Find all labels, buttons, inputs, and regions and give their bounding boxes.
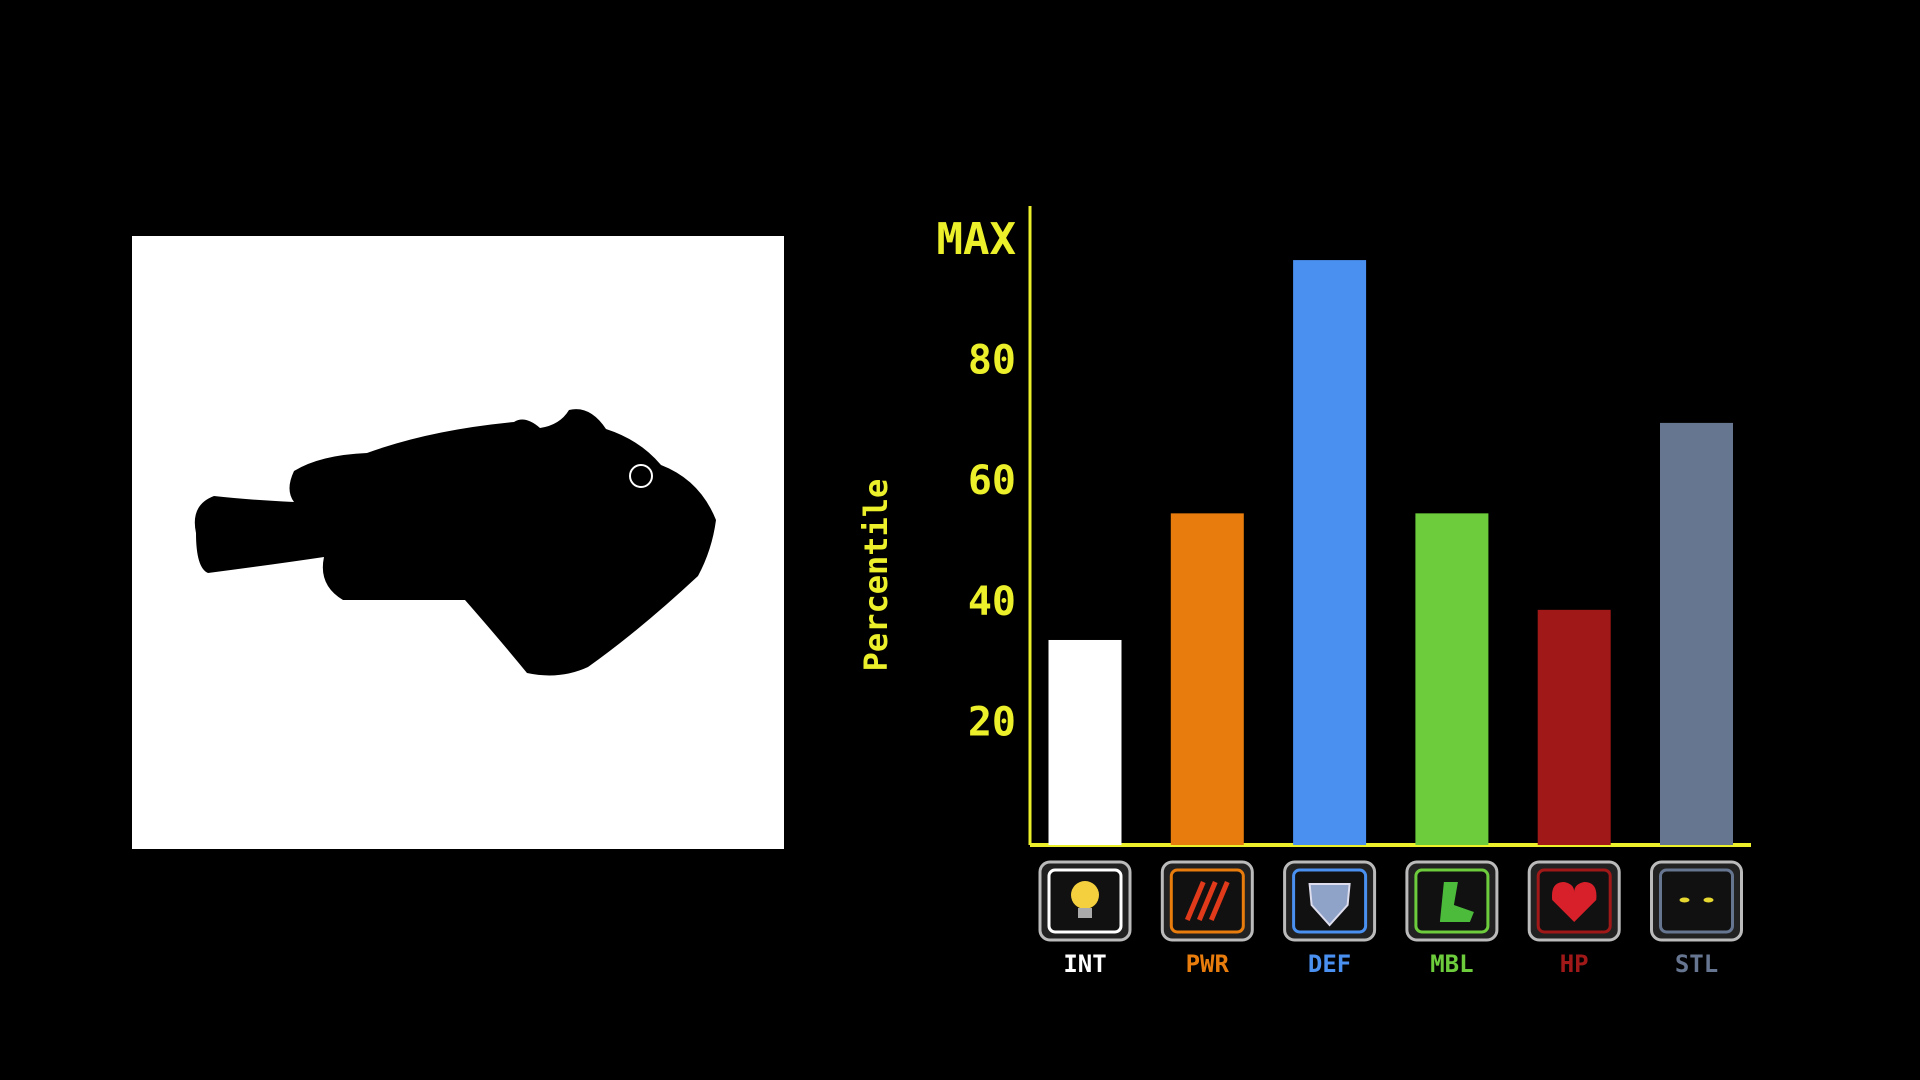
fish-silhouette [194, 409, 717, 676]
bar [1660, 422, 1733, 845]
y-axis-label: Percentile [857, 479, 895, 672]
icon-shield [1308, 883, 1351, 927]
y-tick-label: 60 [968, 458, 1016, 504]
icon-claw [1196, 881, 1218, 921]
chart: 20 40 60 80 MAX INT PWR DEF MBL HP STL [937, 206, 1751, 978]
y-tick-label: 40 [968, 579, 1016, 625]
icon-bulb [1071, 881, 1099, 909]
x-tick-label: MBL [1430, 950, 1473, 978]
bar [1415, 513, 1489, 845]
icon-claw [1208, 881, 1230, 921]
x-tick-label: PWR [1186, 950, 1230, 978]
bar [1293, 260, 1367, 846]
fish-eye [629, 464, 653, 488]
icon-claw [1184, 881, 1206, 921]
icon-eye [1679, 897, 1690, 903]
icon-boot [1439, 882, 1474, 922]
icon-heart [1551, 882, 1597, 922]
x-tick-label: INT [1063, 950, 1106, 978]
y-tick-label: 20 [968, 699, 1016, 745]
bar [1048, 639, 1122, 845]
icon-eye [1703, 897, 1714, 903]
icon-bulb-base [1078, 908, 1092, 918]
y-tick-label: 80 [968, 338, 1016, 384]
icon-inner [1659, 868, 1734, 934]
x-tick-label: DEF [1308, 950, 1351, 978]
x-tick-label: STL [1675, 950, 1718, 978]
y-tick-label: MAX [937, 214, 1016, 265]
x-tick-label: HP [1560, 950, 1589, 978]
bar [1170, 513, 1244, 845]
bar [1537, 609, 1611, 845]
